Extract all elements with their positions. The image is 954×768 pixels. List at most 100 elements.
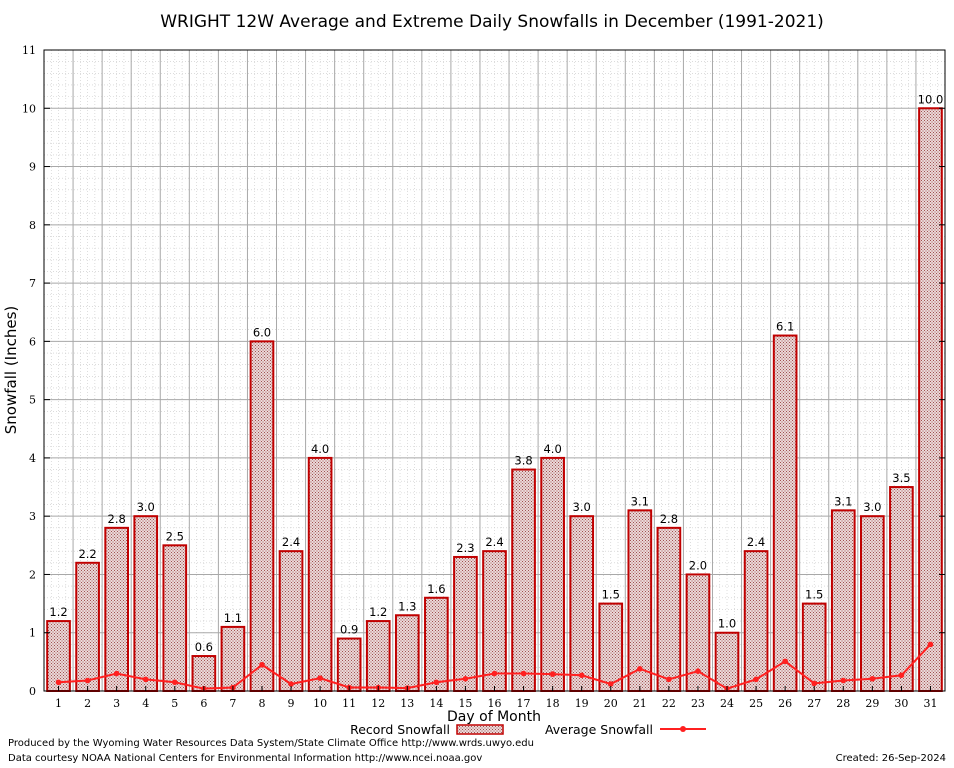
record-bar xyxy=(540,456,565,692)
bar-value-label: 3.1 xyxy=(631,494,649,508)
x-tick-label: 18 xyxy=(546,697,560,710)
average-point xyxy=(520,670,527,677)
bar-value-label: 2.5 xyxy=(166,529,184,543)
bar-value-label: 2.4 xyxy=(282,535,300,549)
y-tick-labels: 0 1 2 3 4 5 6 7 8 9 10 11 xyxy=(22,44,945,698)
bar-value-label: 2.2 xyxy=(78,547,96,561)
bar-value-label: 2.3 xyxy=(456,541,474,555)
record-bar xyxy=(627,509,653,692)
record-bar xyxy=(889,486,914,692)
legend-record-label: Record Snowfall xyxy=(350,722,450,737)
y-tick-label: 2 xyxy=(29,568,36,581)
bar-value-label: 6.1 xyxy=(776,320,794,334)
bar-value-label: 3.0 xyxy=(863,500,881,514)
x-tick-label: 28 xyxy=(836,697,850,710)
y-tick-label: 9 xyxy=(29,161,36,174)
bar-value-label: 2.8 xyxy=(108,512,126,526)
x-tick-label: 8 xyxy=(258,697,265,710)
bar-value-label: 2.4 xyxy=(747,535,765,549)
y-tick-label: 5 xyxy=(29,394,36,407)
record-bar xyxy=(75,561,100,692)
bar-value-label: 3.5 xyxy=(892,471,910,485)
bar-value-label: 3.0 xyxy=(137,500,155,514)
record-bar xyxy=(278,550,304,693)
x-tick-label: 27 xyxy=(807,697,821,710)
average-point xyxy=(317,675,323,681)
x-tick-label: 12 xyxy=(371,697,385,710)
x-tick-label: 3 xyxy=(113,697,120,710)
legend-record-swatch xyxy=(456,724,504,735)
average-point xyxy=(666,676,672,683)
bar-value-label: 3.8 xyxy=(514,454,532,468)
average-point xyxy=(259,661,265,668)
average-point xyxy=(695,668,701,674)
x-tick-label: 24 xyxy=(720,697,734,710)
x-tick-label: 21 xyxy=(633,697,647,710)
x-tick-label: 1 xyxy=(55,697,62,710)
x-tick-label: 7 xyxy=(229,697,236,710)
average-point xyxy=(840,677,847,684)
data-labels: 1.2 2.2 2.8 3.0 2.5 0.6 1.1 6.0 2.4 4.0 0.9 1.2 1.3 1… xyxy=(49,92,943,654)
record-bar xyxy=(133,515,159,692)
record-bar xyxy=(772,334,798,692)
legend: Record Snowfall Average Snowfall xyxy=(350,722,706,737)
bar-value-label: 4.0 xyxy=(543,442,561,456)
record-bar xyxy=(569,515,595,692)
average-point xyxy=(927,641,934,648)
average-point xyxy=(433,679,440,686)
average-point xyxy=(637,666,643,672)
average-point xyxy=(171,679,178,686)
x-axis-label: Day of Month xyxy=(447,709,541,725)
record-bar xyxy=(365,620,391,693)
bar-value-label: 2.0 xyxy=(689,558,707,572)
average-point xyxy=(142,676,149,683)
record-bar xyxy=(104,526,130,693)
average-point xyxy=(84,677,91,684)
footer-data-courtesy: Data courtesy NOAA National Centers for … xyxy=(8,753,483,764)
bar-value-label: 0.9 xyxy=(340,623,358,637)
average-point xyxy=(491,670,498,677)
x-tick-label: 14 xyxy=(429,697,443,710)
x-tick-labels: 1 2 3 4 5 6 7 8 9 10 11 12 13 14 15 16 17 18 19 20 21 22 23 24 2… xyxy=(55,686,937,710)
x-tick-label: 13 xyxy=(400,697,414,710)
bar-value-label: 2.4 xyxy=(485,535,503,549)
average-point xyxy=(113,670,120,677)
footer-produced-by: Produced by the Wyoming Water Resources … xyxy=(8,738,534,749)
record-bar xyxy=(482,550,507,693)
bar-value-label: 1.3 xyxy=(398,599,416,613)
x-tick-label: 17 xyxy=(517,697,531,710)
y-tick-label: 6 xyxy=(29,335,36,348)
bar-value-label: 3.1 xyxy=(834,494,852,508)
record-bar xyxy=(860,515,885,692)
average-point xyxy=(898,672,905,679)
chart-title: WRIGHT 12W Average and Extreme Daily Sno… xyxy=(160,12,824,32)
record-bar xyxy=(598,602,624,693)
bar-value-label: 1.2 xyxy=(369,605,387,619)
bar-value-label: 1.0 xyxy=(718,617,736,631)
x-tick-label: 26 xyxy=(778,697,792,710)
record-bar xyxy=(191,655,217,692)
record-bar xyxy=(424,596,449,693)
x-tick-label: 5 xyxy=(171,697,178,710)
x-tick-label: 30 xyxy=(894,697,908,710)
x-tick-label: 10 xyxy=(313,697,327,710)
average-point xyxy=(811,680,818,687)
average-point xyxy=(288,681,294,687)
x-tick-label: 4 xyxy=(142,697,149,710)
record-bar xyxy=(394,614,420,692)
record-bar xyxy=(714,631,740,692)
record-bar xyxy=(162,544,188,692)
record-bar xyxy=(918,107,943,692)
y-tick-label: 4 xyxy=(29,452,36,465)
average-point xyxy=(549,671,556,677)
record-bar xyxy=(656,526,682,693)
y-axis-label: Snowfall (Inches) xyxy=(2,306,20,434)
legend-average-label: Average Snowfall xyxy=(545,722,653,737)
x-tick-label: 20 xyxy=(604,697,618,710)
x-tick-label: 9 xyxy=(288,697,295,710)
bar-value-label: 1.5 xyxy=(602,588,620,602)
bar-value-label: 2.8 xyxy=(660,512,678,526)
average-point xyxy=(869,675,876,682)
bar-value-label: 1.6 xyxy=(427,582,445,596)
x-tick-label: 16 xyxy=(488,697,502,710)
